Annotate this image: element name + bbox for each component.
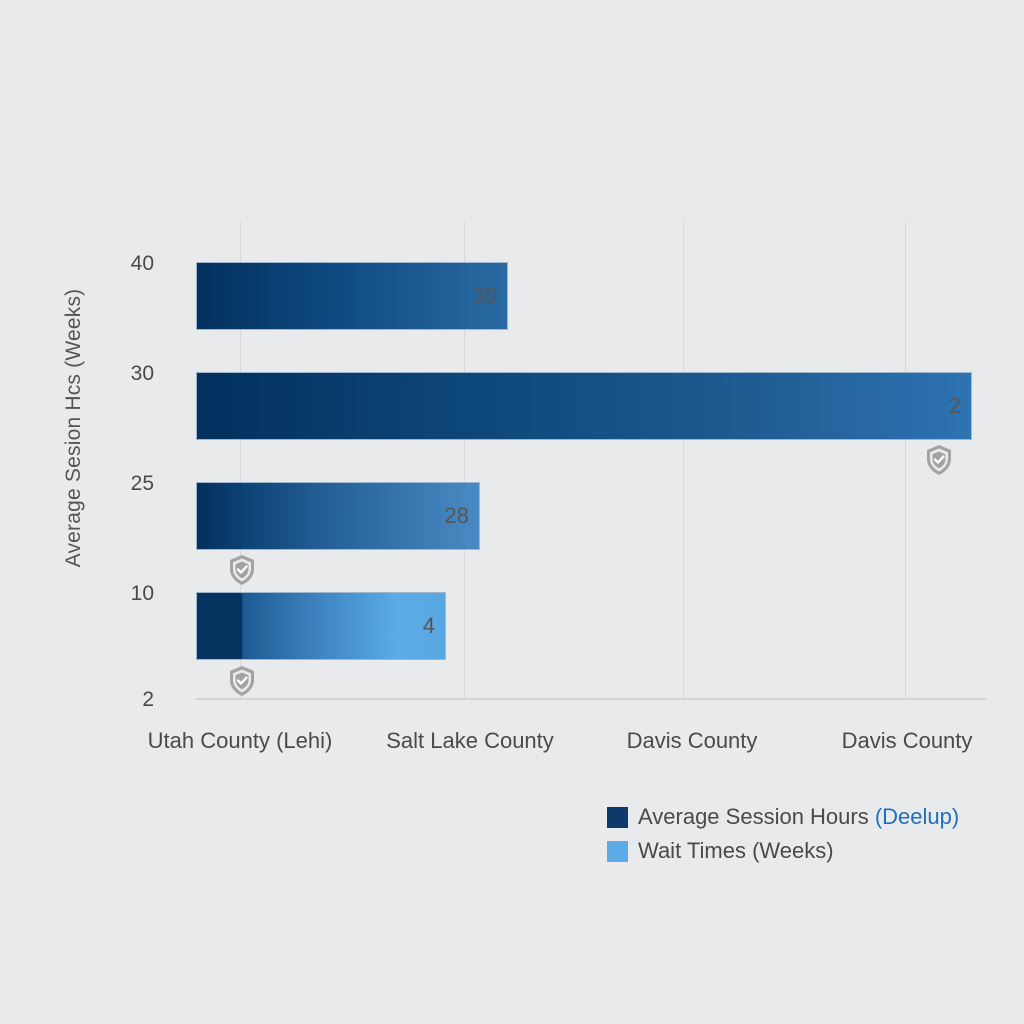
bar-value-label: 2 [948, 393, 961, 418]
y-tick: 2 [142, 688, 154, 711]
bar-value-label: 28 [444, 503, 469, 528]
legend: Average Session Hours (Deelup) Wait Time… [607, 800, 959, 868]
x-tick: Utah County (Lehi) [147, 728, 333, 753]
gridline [683, 222, 684, 698]
legend-swatch-light-blue [607, 840, 628, 862]
bar-1: 30 [196, 262, 508, 330]
y-tick: 30 [130, 362, 154, 385]
legend-item-session-hours: Average Session Hours (Deelup) [607, 800, 959, 834]
bar-2: 2 [196, 372, 972, 440]
gridline [464, 222, 465, 698]
y-tick: 10 [130, 582, 154, 605]
legend-label-accent: (Deelup) [874, 804, 960, 829]
x-tick: Salt Lake County [386, 728, 554, 753]
legend-item-wait-times: Wait Times (Weeks) [607, 834, 959, 868]
shield-check-icon [230, 666, 254, 696]
gridline [240, 222, 241, 698]
legend-label: Wait Times (Weeks) [638, 838, 834, 863]
x-tick: Davis County [626, 728, 758, 753]
gridline [905, 222, 906, 698]
y-tick: 25 [130, 472, 154, 495]
legend-swatch-dark-blue [607, 806, 628, 828]
bar-value-label: 4 [422, 613, 435, 638]
bar-3: 28 [196, 482, 480, 550]
shield-check-icon [927, 445, 951, 475]
y-axis-title: Average Sesion Hcs (Weeks) [62, 288, 85, 568]
shield-check-icon [230, 555, 254, 585]
y-tick: 40 [130, 252, 154, 275]
x-axis-line [196, 698, 986, 700]
bar-4: 4 [196, 592, 446, 660]
x-tick: Davis County [841, 728, 973, 753]
bar-value-label: 30 [472, 283, 497, 308]
legend-label: Average Session Hours [638, 804, 875, 829]
